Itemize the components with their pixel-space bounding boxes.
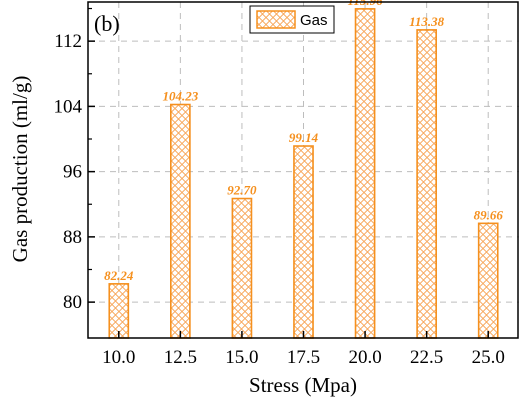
- data-labels: 82.24 104.23 92.70 99.14 115.96 113.38 89.66: [104, 0, 503, 283]
- bar: [477, 222, 499, 339]
- y-tick-label: 112: [54, 31, 82, 52]
- x-tick-label: 12.5: [164, 347, 197, 368]
- y-tick-label: 80: [63, 292, 82, 313]
- bar: [354, 8, 376, 339]
- bar: [108, 283, 130, 339]
- x-tick-label: 15.0: [225, 347, 258, 368]
- y-axis-ticks: 80 88 96 104 112: [54, 7, 95, 313]
- bars: [108, 8, 499, 339]
- bar: [293, 145, 314, 339]
- data-label: 82.24: [104, 268, 134, 283]
- bar: [231, 197, 253, 339]
- x-axis-title: Stress (Mpa): [249, 373, 357, 397]
- x-tick-label: 22.5: [410, 347, 443, 368]
- data-label: 115.96: [348, 0, 384, 8]
- data-label: 113.38: [409, 14, 445, 29]
- data-label: 89.66: [474, 207, 504, 222]
- data-label: 104.23: [162, 89, 198, 104]
- y-tick-label: 104: [54, 96, 83, 117]
- x-axis-ticks: 10.0 12.5 15.0 17.5 20.0 22.5 25.0: [102, 331, 505, 368]
- y-axis-title: Gas production (ml/g): [8, 76, 32, 263]
- data-label: 99.14: [289, 130, 319, 145]
- y-tick-label: 96: [63, 162, 82, 183]
- data-label: 92.70: [227, 183, 257, 198]
- legend-label: Gas: [300, 12, 328, 29]
- y-tick-label: 88: [63, 227, 82, 248]
- x-tick-label: 25.0: [472, 347, 505, 368]
- bar: [170, 103, 191, 339]
- x-tick-label: 20.0: [348, 347, 381, 368]
- x-tick-label: 17.5: [287, 347, 320, 368]
- bar: [416, 29, 437, 339]
- legend: Gas: [249, 5, 335, 34]
- x-tick-label: 10.0: [102, 347, 135, 368]
- legend-swatch: [256, 10, 296, 29]
- panel-label: (b): [94, 11, 120, 36]
